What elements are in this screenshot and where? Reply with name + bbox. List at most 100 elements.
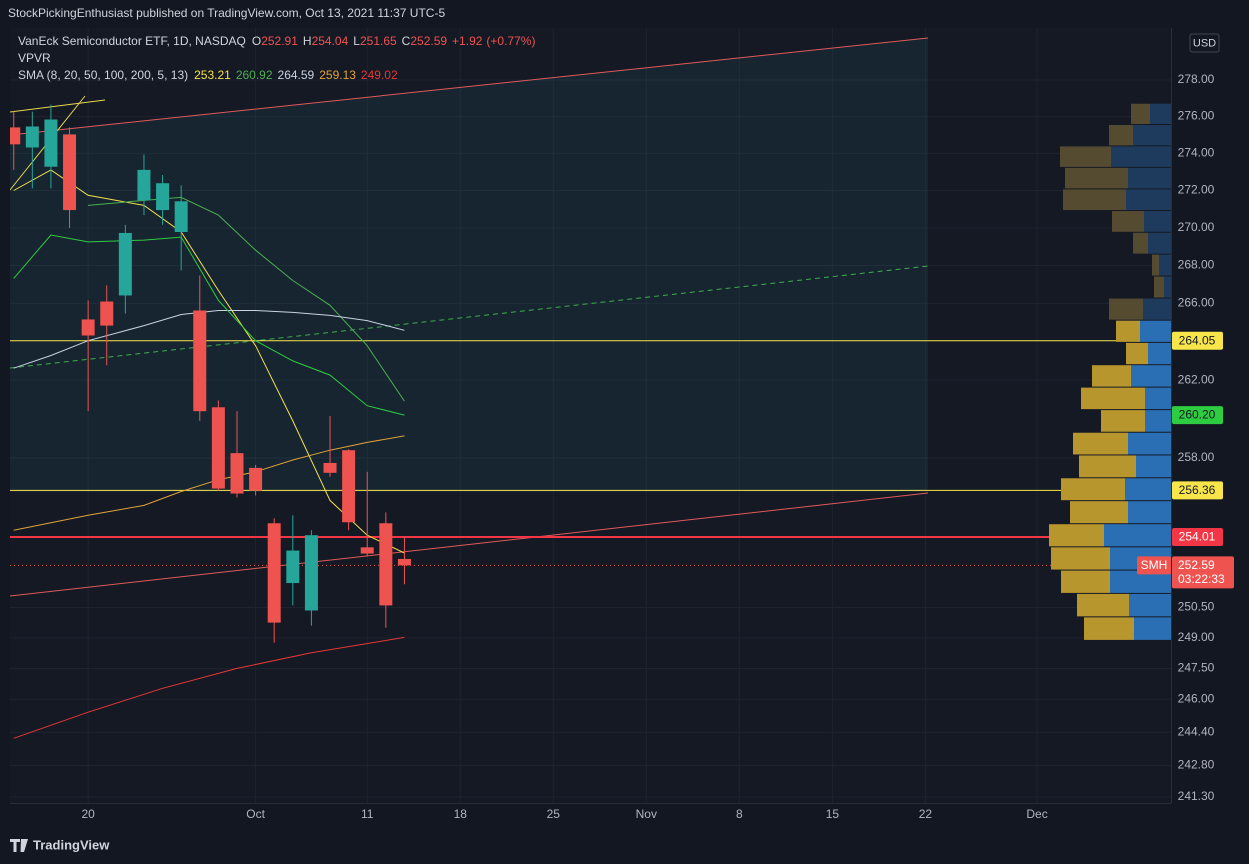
footer [0, 828, 1249, 864]
volume-up [1136, 455, 1171, 478]
candle-body [304, 535, 318, 611]
axes: 241.30 242.80 244.40 246.00 247.50 249.00 250.… [81, 72, 1234, 821]
volume-up [1128, 167, 1171, 189]
publisher-note: StockPickingEnthusiast published on Trad… [8, 6, 445, 20]
volume-down [1061, 570, 1110, 593]
y-tick-label: 246.00 [1178, 691, 1215, 705]
candle-body [379, 523, 393, 606]
volume-up [1140, 320, 1171, 342]
volume-up [1128, 501, 1171, 524]
price-label-box [1172, 556, 1234, 589]
level-label-box [1172, 527, 1223, 546]
level-label: 254.01 [1179, 530, 1216, 544]
ohlc-label: O [252, 34, 261, 48]
candle-body [25, 126, 39, 148]
volume-up [1110, 570, 1171, 593]
volume-up [1129, 593, 1171, 617]
x-tick-label: Dec [1026, 807, 1047, 821]
volume-up [1111, 146, 1171, 167]
candle-body [193, 310, 207, 412]
candle-body [267, 523, 281, 623]
volume-down [1051, 547, 1110, 570]
volume-up [1150, 103, 1171, 125]
x-tick-label: 11 [361, 807, 374, 821]
sma-line [13, 636, 405, 739]
volume-down [1109, 125, 1133, 146]
x-tick-label: Nov [636, 807, 657, 821]
volume-up [1125, 478, 1171, 501]
candle-body [230, 453, 244, 494]
candle-body [137, 169, 151, 201]
volume-up [1131, 365, 1171, 387]
candle-body [174, 201, 188, 232]
volume-up [1144, 211, 1171, 232]
close-value: 252.59 [410, 34, 447, 48]
x-tick-label: 18 [454, 807, 468, 821]
y-tick-label: 249.00 [1178, 630, 1215, 644]
currency: USD [1193, 37, 1216, 49]
x-tick-label: Oct [246, 807, 265, 821]
trend-line [10, 99, 106, 113]
volume-down [1154, 276, 1164, 298]
x-tick-label: 15 [826, 807, 840, 821]
volume-down [1049, 524, 1104, 547]
volume-up [1164, 276, 1171, 298]
volume-down [1109, 298, 1143, 320]
candle-body [323, 462, 337, 473]
volume-up [1133, 125, 1171, 146]
candle-body [249, 467, 263, 491]
plot-background [10, 28, 1171, 803]
y-tick-label: 270.00 [1178, 220, 1215, 234]
x-tick-label: 8 [736, 807, 743, 821]
change-percent: (+0.77%) [486, 34, 535, 48]
candle-body [81, 319, 95, 336]
high-value: 254.04 [312, 34, 349, 48]
volume-up [1134, 617, 1171, 640]
volume-up [1148, 232, 1171, 254]
x-tick-label: 25 [547, 807, 561, 821]
brand-logo [10, 839, 28, 852]
level-label: 256.36 [1179, 483, 1216, 497]
low-value: 251.65 [360, 34, 397, 48]
candle-body [211, 407, 225, 489]
y-tick-label: 276.00 [1178, 109, 1215, 123]
symbol-box [1137, 556, 1171, 575]
volume-up [1159, 254, 1171, 276]
level-label-box [1172, 481, 1223, 500]
volume-down [1070, 501, 1128, 524]
volume-down [1061, 478, 1125, 501]
candle-body [100, 301, 114, 326]
level-label-box [1172, 331, 1223, 350]
y-tick-label: 272.00 [1178, 183, 1215, 197]
volume-up [1104, 524, 1171, 547]
volume-up [1143, 298, 1171, 320]
candle-body [44, 119, 58, 167]
ohlc-label: L [353, 34, 360, 48]
volume-down [1133, 232, 1148, 254]
volume-up [1145, 410, 1171, 432]
volume-down [1079, 455, 1136, 478]
change: +1.92 [452, 34, 483, 48]
candle-body [156, 183, 170, 211]
sma-line [13, 234, 405, 416]
y-tick-label: 244.40 [1178, 724, 1215, 738]
volume-up [1126, 189, 1171, 211]
candle-body [342, 450, 356, 523]
y-tick-label: 266.00 [1178, 296, 1215, 310]
level-label: 264.05 [1179, 333, 1216, 347]
sma-value: 264.59 [278, 68, 315, 82]
volume-down [1084, 617, 1134, 640]
sma-label: SMA (8, 20, 50, 100, 200, 5, 13) [18, 68, 188, 82]
volume-down [1063, 189, 1126, 211]
indicator-name: VPVR [18, 51, 51, 65]
plot [10, 104, 411, 739]
candle-body [63, 134, 77, 211]
candle-body [10, 127, 21, 145]
volume-up [1148, 342, 1171, 365]
volume-down [1126, 342, 1148, 365]
ohlc-label: C [402, 34, 411, 48]
candle-body [286, 550, 300, 584]
candle-body [397, 558, 411, 566]
symbol-title: VanEck Semiconductor ETF, 1D, NASDAQ [18, 34, 246, 48]
